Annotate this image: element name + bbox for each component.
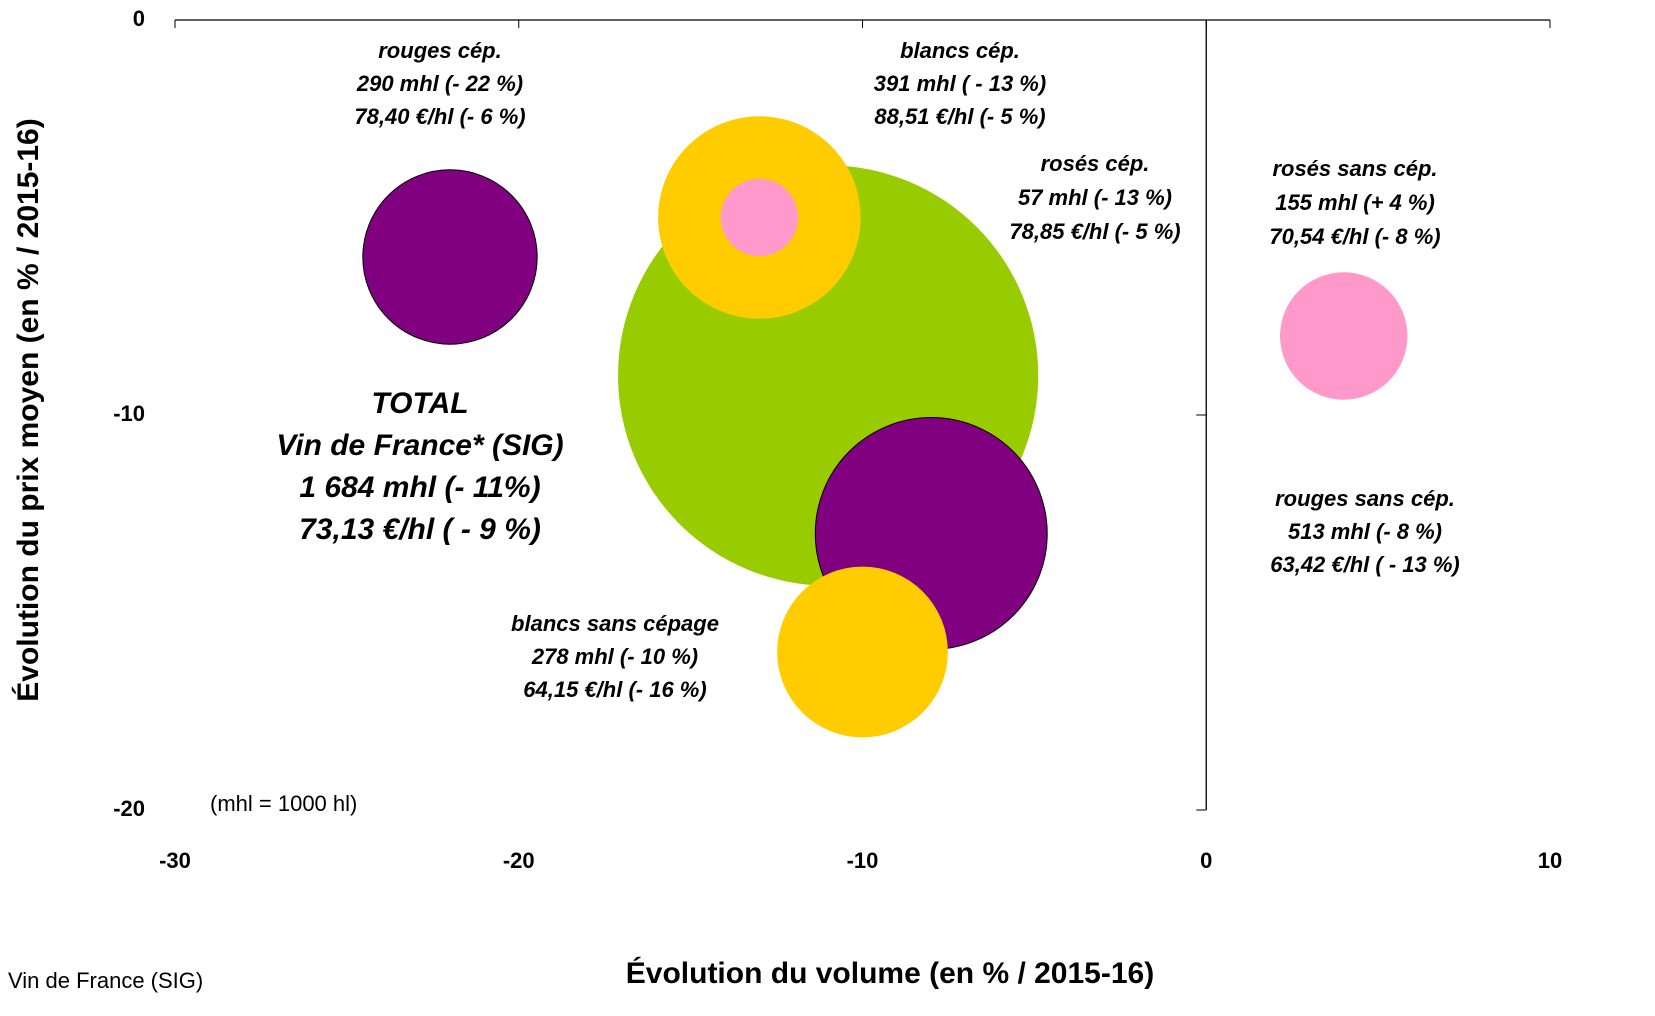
x-tick-label: -20 [503, 848, 535, 873]
x-axis-label: Évolution du volume (en % / 2015-16) [626, 956, 1154, 990]
source: Vin de France (SIG) [8, 968, 203, 993]
bubble-label: 63,42 €/hl ( - 13 %) [1270, 552, 1460, 577]
bubble-label: 78,85 €/hl (- 5 %) [1009, 219, 1180, 244]
x-tick-label: -30 [159, 848, 191, 873]
bubble-label: 1 684 mhl (- 11%) [299, 471, 540, 504]
bubble [720, 178, 799, 257]
y-tick-label: -20 [113, 796, 145, 821]
bubble-label: 64,15 €/hl (- 16 %) [523, 677, 706, 702]
bubble [777, 566, 948, 738]
bubble-label: Vin de France* (SIG) [276, 429, 563, 462]
bubble-label: 78,40 €/hl (- 6 %) [354, 104, 525, 129]
bubble-label: 88,51 €/hl (- 5 %) [874, 104, 1045, 129]
bubble-label: TOTAL [371, 387, 468, 420]
bubble-label: rosés cép. [1041, 151, 1150, 176]
y-tick-label: -10 [113, 401, 145, 426]
x-tick-label: -10 [847, 848, 879, 873]
bubble-label: 70,54 €/hl (- 8 %) [1269, 224, 1440, 249]
bubble-label: 73,13 €/hl ( - 9 %) [299, 513, 541, 546]
bubble-label: blancs cép. [900, 38, 1020, 63]
y-axis-label: Évolution du prix moyen (en % / 2015-16) [11, 118, 45, 701]
bubble [1280, 272, 1408, 400]
bubble-label: 513 mhl (- 8 %) [1288, 519, 1442, 544]
y-tick-label: 0 [133, 6, 145, 31]
bubble-label: 278 mhl (- 10 %) [531, 644, 698, 669]
bubble-label: 391 mhl ( - 13 %) [874, 71, 1046, 96]
bubble-label: 57 mhl (- 13 %) [1018, 185, 1172, 210]
x-tick-label: 10 [1538, 848, 1562, 873]
x-tick-label: 0 [1200, 848, 1212, 873]
bubble [362, 169, 538, 345]
bubble-label: 155 mhl (+ 4 %) [1275, 190, 1435, 215]
bubble-label: 290 mhl (- 22 %) [356, 71, 523, 96]
annotation: (mhl = 1000 hl) [210, 791, 357, 816]
bubble-label: rosés sans cép. [1272, 156, 1437, 181]
bubble-label: blancs sans cépage [511, 611, 719, 636]
bubble-label: rouges sans cép. [1275, 486, 1455, 511]
bubble-label: rouges cép. [378, 38, 501, 63]
